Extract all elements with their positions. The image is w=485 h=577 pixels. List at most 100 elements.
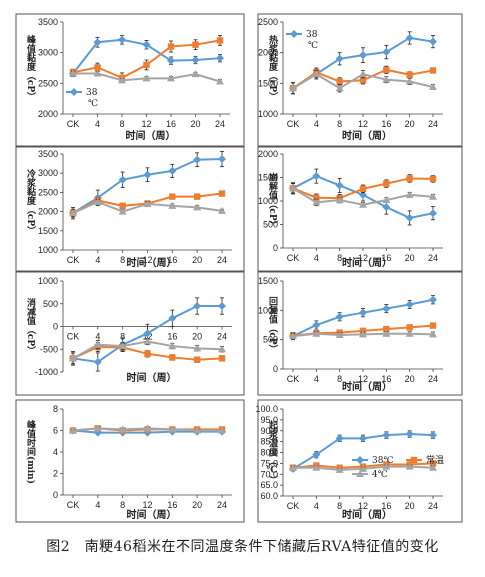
panel-6-series-3-point xyxy=(289,332,297,340)
panel-7-xtick-label: 8 xyxy=(120,500,125,510)
panel-4-series-1-point xyxy=(405,213,414,222)
panel-1-legend-text-1: 38 xyxy=(86,88,98,98)
panel-6-ytick-label: 1500 xyxy=(258,276,278,286)
panel-7-xtick-label: 20 xyxy=(192,500,202,510)
panel-8-series-3-point xyxy=(359,464,367,472)
panel-2-series-3-point xyxy=(359,70,367,78)
panel-1-series-2-point xyxy=(143,61,150,69)
panel-8-legend-text-1: 38℃ xyxy=(372,456,394,466)
panel-2-series-3-point xyxy=(335,84,344,92)
panel-4-xtick-label: 8 xyxy=(337,253,342,263)
panel-8-xtick-label: 8 xyxy=(337,501,342,511)
panel-3-series-3-point xyxy=(143,199,152,207)
panel-3-series-3-point xyxy=(168,201,177,209)
panel-3-series-2-point xyxy=(193,193,201,200)
panel-4-xtick-label: CK xyxy=(287,253,300,263)
panel-4-series-3-point xyxy=(359,200,367,208)
panel-3-ytick-label: 3500 xyxy=(38,149,58,159)
panel-5-ytick-label: 0 xyxy=(53,322,58,332)
panel-3-series-1-point xyxy=(118,175,127,184)
panel-1-xtick-label: 16 xyxy=(166,119,176,129)
panel-8-legend-text-3: 4℃ xyxy=(372,470,388,480)
panel-3-series-3-point xyxy=(69,209,77,217)
panel-7-ylabel: 峰值时间(min) xyxy=(25,419,36,484)
panel-5-ytick-label: -1000 xyxy=(35,367,58,377)
panel-8-legend-marker-3 xyxy=(356,470,364,477)
panel-5-series-2-point xyxy=(169,354,176,361)
panel-6-xtick-label: 8 xyxy=(337,374,342,384)
panel-4-xtick-label: 16 xyxy=(381,253,391,263)
panel-6-xtick-label: 16 xyxy=(381,374,391,384)
panel-2-series-2-point xyxy=(429,67,437,74)
panel-4-series-3-point xyxy=(405,190,414,198)
panel-7-ytick-label: 0 xyxy=(53,490,58,500)
panel-2-series-2-point xyxy=(406,71,413,78)
panel-7-xtick-label: 24 xyxy=(217,500,227,510)
panel-3-series-2-point xyxy=(169,193,176,200)
panel-1-xtick-label: 4 xyxy=(95,119,100,129)
panel-7-ytick-label: 8 xyxy=(53,404,58,414)
panel-4-series-3-point xyxy=(289,184,297,192)
panel-1-series-1-point xyxy=(191,56,200,65)
panel-7-xtick-label: 12 xyxy=(142,500,152,510)
panel-3-ylabel: 冷浆黏度（cP） xyxy=(25,168,37,235)
panel-8-series-1-point xyxy=(359,434,367,443)
panel-6-series-2-point xyxy=(429,322,437,329)
panel-1-series-3-point xyxy=(142,74,151,82)
panel-2-legend-text-2: ℃ xyxy=(308,41,318,51)
panel-6-series-2-point xyxy=(383,325,390,333)
panel-4-series-2-point xyxy=(406,175,413,182)
panel-2-ytick-label: 2000 xyxy=(258,48,278,58)
panel-3-ytick-label: 1500 xyxy=(38,226,58,236)
panel-1-xtick-label: 20 xyxy=(190,119,200,129)
panel-5-series-2-point xyxy=(144,350,151,357)
panel-1-xtick-label: 12 xyxy=(141,119,151,129)
panel-3-xtick-label: 16 xyxy=(167,255,177,265)
panel-3-xtick-label: 24 xyxy=(217,255,227,265)
panel-5-series-3-point xyxy=(118,342,127,350)
panel-2-series-1-point xyxy=(429,37,437,46)
panel-6-series-1-point xyxy=(335,312,344,321)
panel-7-ytick-label: 6 xyxy=(53,426,58,436)
panel-3-ytick-label: 1000 xyxy=(38,245,58,255)
panel-8-series-1-point xyxy=(312,450,321,459)
panel-3-xtick-label: 12 xyxy=(142,255,152,265)
panel-7-ytick-label: 2 xyxy=(53,469,58,479)
panel-2-xtick-label: 24 xyxy=(428,119,438,129)
panel-5-series-3-point xyxy=(69,354,77,362)
panel-1-ylabel: 峰值黏度（cP） xyxy=(25,34,37,101)
panel-3-series-1-point xyxy=(193,155,202,164)
panel-3-xtick-label: 20 xyxy=(192,255,202,265)
panel-2-series-2-point xyxy=(336,78,343,85)
panel-6-series-3-point xyxy=(312,329,321,337)
panel-2-series-1-point xyxy=(405,33,414,42)
panel-4-ytick-label: 1000 xyxy=(258,196,278,206)
panel-6-xtick-label: 24 xyxy=(428,374,438,384)
panel-6-ytick-label: 1000 xyxy=(258,305,278,315)
panel-1-ytick-label: 3500 xyxy=(38,17,58,27)
panel-8-ytick-label: 60.0 xyxy=(260,491,278,501)
panel-1-series-1-point xyxy=(93,38,102,47)
panel-5-ylabel: 消减值（cP） xyxy=(25,297,37,355)
panel-2-xtick-label: 8 xyxy=(337,119,342,129)
panel-7-frame xyxy=(15,399,245,523)
panel-5-xtick-label: 16 xyxy=(167,332,177,342)
panel-3-series-3-point xyxy=(193,203,202,211)
panel-5-series-3-point xyxy=(193,344,202,352)
panel-2-series-3-point xyxy=(429,83,437,91)
panel-5-xtick-label: 24 xyxy=(217,332,227,342)
panel-3-series-1-point xyxy=(218,154,226,163)
panel-5-xtick-label: 20 xyxy=(192,332,202,342)
panel-4-ytick-label: 500 xyxy=(263,220,278,230)
panel-1-series-1-point xyxy=(167,56,175,65)
panel-6-series-3-point xyxy=(382,329,391,337)
panel-2-legend-text-1: 38 xyxy=(306,30,318,40)
panel-8-xtick-label: 24 xyxy=(428,501,438,511)
panel-2-series-3-point xyxy=(405,77,414,85)
panel-4-xtick-label: 12 xyxy=(358,253,368,263)
panel-3-series-3-point xyxy=(118,207,127,215)
panel-1-xtick-label: 8 xyxy=(119,119,124,129)
panel-6-series-1-point xyxy=(405,300,414,309)
panel-4-ylabel: 崩解值（cP） xyxy=(267,171,279,229)
